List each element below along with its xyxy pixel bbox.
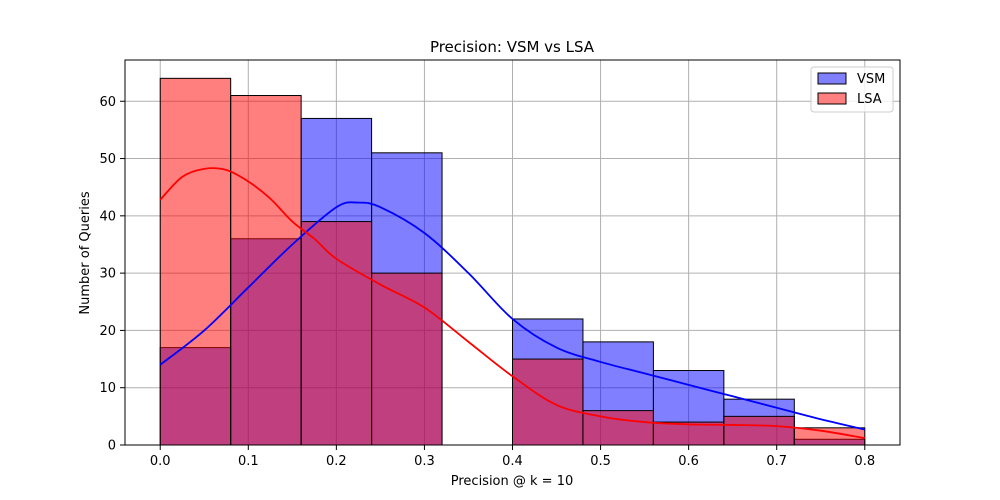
chart-title: Precision: VSM vs LSA [430, 38, 595, 56]
legend-swatch-vsm [817, 72, 847, 85]
y-tick-label: 30 [99, 267, 116, 282]
vsm-kde-line [159, 201, 865, 431]
legend-label-vsm: VSM [857, 72, 885, 87]
x-axis: 0.0 0.1 0.2 0.3 0.4 0.5 0.6 0.7 0.8 [150, 445, 875, 469]
y-tick-label: 0 [108, 439, 116, 454]
x-tick-label: 0.8 [854, 454, 875, 469]
legend-label-lsa: LSA [857, 92, 882, 107]
legend-swatch-lsa [817, 92, 847, 105]
x-tick-label: 0.6 [678, 454, 699, 469]
y-tick-label: 10 [99, 381, 116, 396]
lsa-bar [512, 358, 584, 446]
x-tick-label: 0.0 [150, 454, 171, 469]
y-axis: 0 10 20 30 40 50 60 [99, 95, 125, 454]
x-tick-label: 0.2 [326, 454, 347, 469]
lsa-bar [159, 77, 232, 446]
x-tick-label: 0.3 [414, 454, 435, 469]
lsa-bar [300, 221, 373, 446]
x-tick-label: 0.4 [502, 454, 523, 469]
y-tick-label: 50 [99, 152, 116, 167]
lsa-bar [723, 415, 795, 446]
y-tick-label: 60 [99, 95, 116, 110]
lsa-bar [582, 410, 654, 446]
y-tick-label: 40 [99, 209, 116, 224]
kde-curves [159, 167, 865, 440]
x-axis-label: Precision @ k = 10 [451, 474, 574, 489]
x-tick-label: 0.5 [590, 454, 611, 469]
y-axis-label: Number of Queries [78, 191, 93, 314]
legend: VSM LSA [810, 66, 894, 113]
lsa-kde-line [159, 167, 865, 440]
lsa-bar [371, 272, 443, 446]
x-tick-label: 0.1 [238, 454, 259, 469]
x-tick-label: 0.7 [766, 454, 787, 469]
y-tick-label: 20 [99, 324, 116, 339]
